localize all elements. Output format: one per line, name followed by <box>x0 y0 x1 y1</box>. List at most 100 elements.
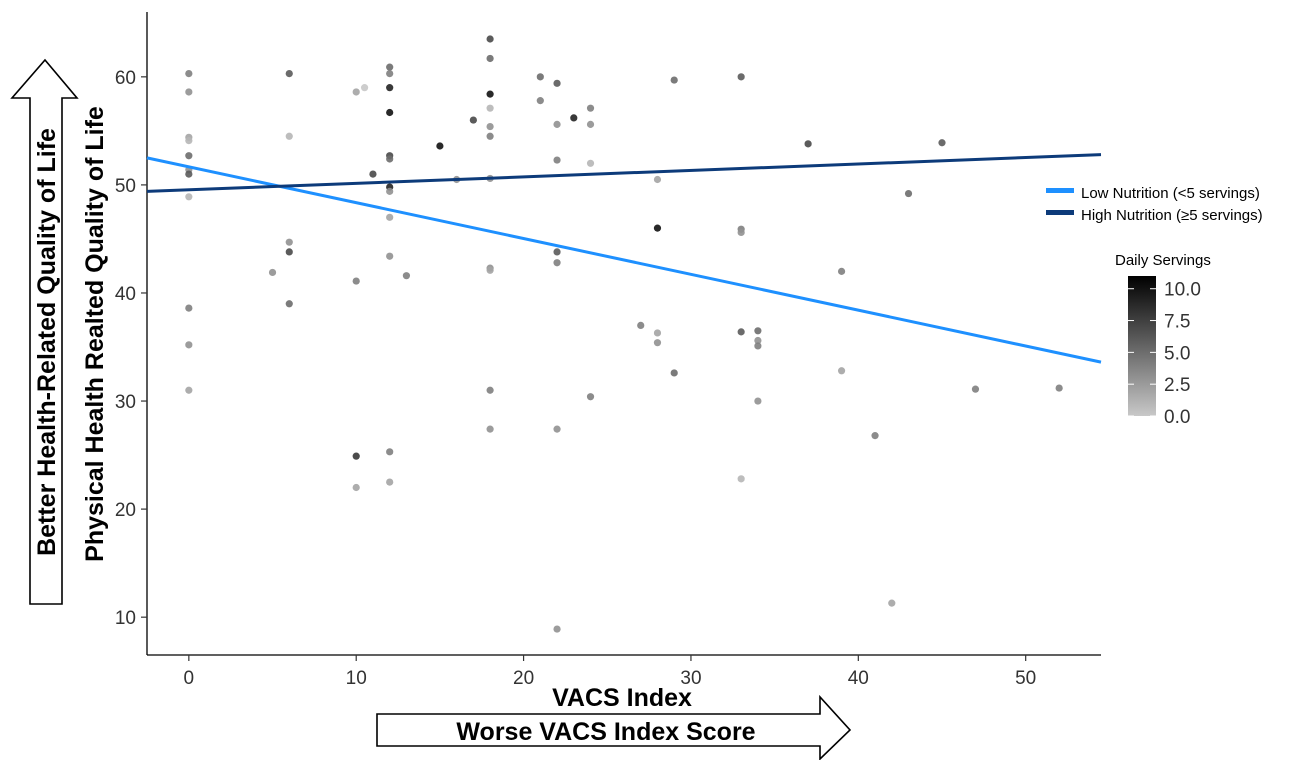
data-point <box>285 132 293 140</box>
data-point <box>586 393 595 401</box>
data-point <box>402 272 411 280</box>
colorbar-tick-label: 5.0 <box>1164 343 1190 364</box>
legend-label-high: High Nutrition (≥5 servings) <box>1081 207 1263 224</box>
data-point <box>285 248 293 256</box>
data-point <box>486 54 494 63</box>
x-tick-label: 10 <box>346 668 367 689</box>
data-point <box>570 114 578 122</box>
data-point <box>268 268 277 277</box>
colorbar-gradient <box>1128 276 1156 416</box>
data-point <box>670 369 678 377</box>
data-point <box>486 104 494 112</box>
data-point <box>1055 384 1063 392</box>
colorbar-tick-label: 10.0 <box>1164 280 1201 301</box>
data-point <box>804 140 812 148</box>
x-arrow-label: Worse VACS Index Score <box>456 718 755 746</box>
data-point <box>486 425 494 433</box>
data-point <box>386 252 394 260</box>
data-point <box>486 122 494 131</box>
data-point <box>888 599 896 607</box>
data-point <box>386 187 394 195</box>
data-point <box>185 193 193 201</box>
data-point <box>871 432 879 440</box>
x-axis-title: VACS Index <box>552 684 692 712</box>
x-direction-arrow <box>376 694 852 760</box>
x-tick-label: 0 <box>184 668 195 689</box>
data-point <box>185 88 193 96</box>
data-point <box>754 336 762 345</box>
data-point <box>553 156 561 164</box>
data-point <box>352 452 360 460</box>
legend: Low Nutrition (<5 servings) High Nutriti… <box>1046 185 1263 224</box>
data-point <box>754 342 762 350</box>
data-point <box>837 367 846 375</box>
y-tick-label: 40 <box>115 284 136 305</box>
data-point <box>352 277 360 285</box>
data-point <box>352 483 360 492</box>
data-point <box>352 88 360 96</box>
y-arrow-label: Better Health-Related Quality of Life <box>33 128 61 556</box>
low-nutrition-line <box>146 156 1102 364</box>
data-point <box>386 448 394 456</box>
x-tick-label: 40 <box>848 668 869 689</box>
data-point <box>486 266 494 274</box>
data-point <box>586 104 595 112</box>
data-point <box>185 304 193 312</box>
data-point <box>386 69 394 78</box>
data-point <box>436 142 444 150</box>
y-axis-title: Physical Health Realted Quality of Life <box>81 106 109 562</box>
data-point <box>754 327 762 335</box>
data-point <box>553 248 561 256</box>
colorbar-title: Daily Servings <box>1115 252 1211 269</box>
data-point <box>536 73 544 81</box>
legend-swatch-low <box>1046 188 1074 193</box>
data-point <box>386 155 394 163</box>
data-point <box>185 69 193 78</box>
data-point <box>553 79 561 87</box>
data-point <box>553 259 561 267</box>
data-point <box>360 84 369 92</box>
data-point <box>737 328 745 336</box>
y-tick-label: 60 <box>115 68 136 89</box>
data-point <box>653 329 662 337</box>
data-point <box>653 224 662 232</box>
data-point <box>386 84 394 92</box>
legend-swatch-high <box>1046 210 1074 215</box>
data-point <box>938 139 946 147</box>
x-tick-label: 50 <box>1015 668 1036 689</box>
data-point <box>737 228 745 237</box>
data-point <box>386 478 394 486</box>
colorbar-tick-label: 7.5 <box>1164 312 1190 333</box>
data-point <box>586 159 595 167</box>
data-point <box>737 73 745 81</box>
data-point <box>486 386 494 394</box>
data-point <box>536 97 544 105</box>
data-point <box>285 69 293 78</box>
y-tick-label: 20 <box>115 500 136 521</box>
data-point <box>486 132 494 140</box>
data-point <box>185 170 193 178</box>
data-point <box>185 386 193 394</box>
data-point <box>553 425 561 433</box>
data-point <box>369 170 377 178</box>
data-point <box>386 63 394 71</box>
data-point <box>285 238 293 246</box>
data-point <box>653 175 662 184</box>
data-point <box>469 116 477 124</box>
data-point <box>486 35 494 43</box>
data-point <box>754 397 762 405</box>
y-tick-label: 50 <box>115 176 136 197</box>
data-point <box>185 152 193 160</box>
colorbar-tick-label: 2.5 <box>1164 375 1190 396</box>
legend-label-low: Low Nutrition (<5 servings) <box>1081 185 1260 202</box>
data-point <box>185 341 193 349</box>
data-point <box>285 300 293 308</box>
x-tick-label: 30 <box>680 668 701 689</box>
data-point <box>904 189 913 198</box>
data-point <box>653 339 662 347</box>
data-point <box>553 120 561 128</box>
data-point <box>637 321 645 329</box>
data-point <box>670 76 678 84</box>
data-point <box>486 90 494 98</box>
